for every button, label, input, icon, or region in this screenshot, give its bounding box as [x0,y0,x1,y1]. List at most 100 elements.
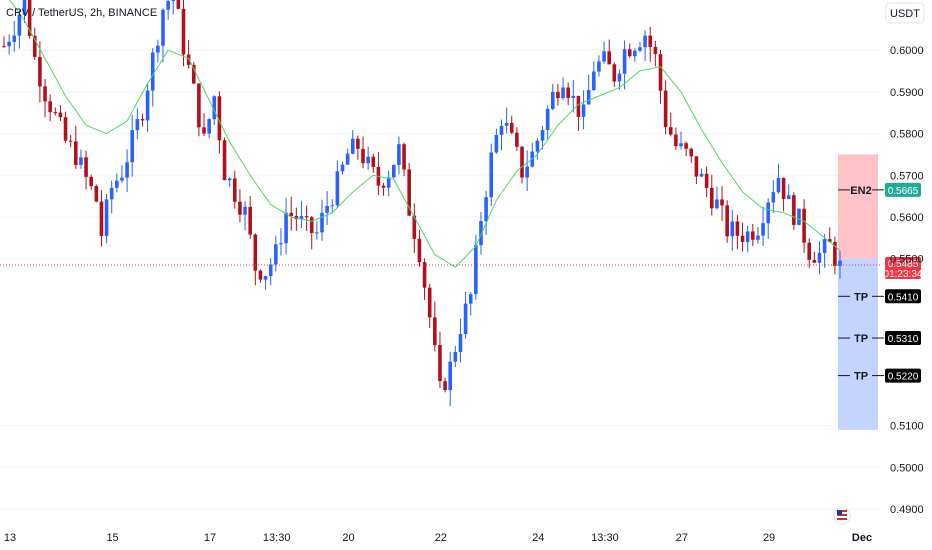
candle-body [115,180,119,188]
candle [207,118,211,139]
candle [58,105,63,122]
candle [376,152,381,196]
candle [581,90,586,130]
candle [597,55,601,77]
candle-body [797,208,801,225]
candle [494,128,499,154]
candle [674,127,678,150]
candle [381,182,386,196]
candle [422,258,427,300]
us-flag-icon[interactable] [833,507,851,525]
candle [274,235,278,272]
x-tick-label: 17 [204,532,216,544]
entry-level: EN2 0.5665 [838,182,921,197]
level-label: TP [854,333,868,345]
candle [833,236,837,275]
candle-body [433,317,437,346]
candle [104,193,109,244]
candle-body [730,221,735,237]
level-price-text: 0.5410 [888,292,919,303]
x-tick-label: 22 [435,532,447,544]
candle [53,107,58,116]
candle [427,283,432,328]
candle [156,39,160,63]
candle-body [268,264,273,277]
candle [751,223,755,247]
candle [176,0,181,10]
candle [602,41,606,64]
candle [797,208,801,226]
candle [448,351,453,407]
level-price-badge [885,331,921,346]
candle-body [586,90,591,105]
candle [48,94,52,122]
y-tick-label: 0.5500 [890,254,924,266]
candle [802,199,806,253]
candle-body [581,104,586,117]
candle-body [330,205,335,207]
candle [812,251,817,264]
candle [217,91,222,154]
candle [63,111,68,144]
candle-body [725,205,729,237]
candle-body [371,156,376,168]
candle-body [827,239,832,243]
candle [668,112,673,137]
candle [181,0,186,67]
candle-body [402,144,406,170]
candle [443,377,447,393]
candle-body [550,91,555,109]
candle [268,258,273,286]
candle [38,41,42,103]
candle-body [566,87,570,98]
candle-body [468,294,473,304]
candle [330,199,335,214]
candle [530,142,535,168]
candle [243,201,247,231]
candle-body [125,162,129,178]
candle-body [597,61,601,72]
candle-body [735,221,740,236]
candle-body [53,112,58,114]
candle-body [766,202,770,224]
x-tick-label: 13:30 [591,532,619,544]
candle-body [79,157,83,165]
candle-body [720,199,724,206]
candle [115,173,119,193]
x-tick-label: Dec [852,532,872,544]
candle [253,233,258,286]
candle [12,20,17,52]
candle [135,108,140,140]
currency-button[interactable]: USDT [885,2,925,24]
candle-body [299,216,304,220]
candle-body [638,47,642,51]
candle-body [7,41,11,47]
candle-body [140,119,145,121]
candle-body [350,138,355,154]
candle [756,226,760,244]
candle-body [807,242,812,260]
candle [79,149,83,169]
candle-body [786,195,791,200]
candle-body [684,143,688,149]
candle [186,40,191,69]
tp-level: TP 0.5310 [838,331,921,346]
candle [607,39,612,65]
candle-body [479,221,483,246]
candle-body [694,156,699,177]
candle-body [309,217,314,234]
candle-body [817,252,822,263]
candle-body [89,176,93,187]
candle-body [771,192,776,203]
candle-body [802,208,806,243]
candle [663,80,668,135]
candle [299,200,304,229]
candle [279,228,283,256]
candle [566,82,570,106]
candle-body [325,205,329,213]
candle [648,26,653,62]
x-tick-label: 24 [532,532,544,544]
candle [366,146,370,170]
candle [771,180,776,214]
